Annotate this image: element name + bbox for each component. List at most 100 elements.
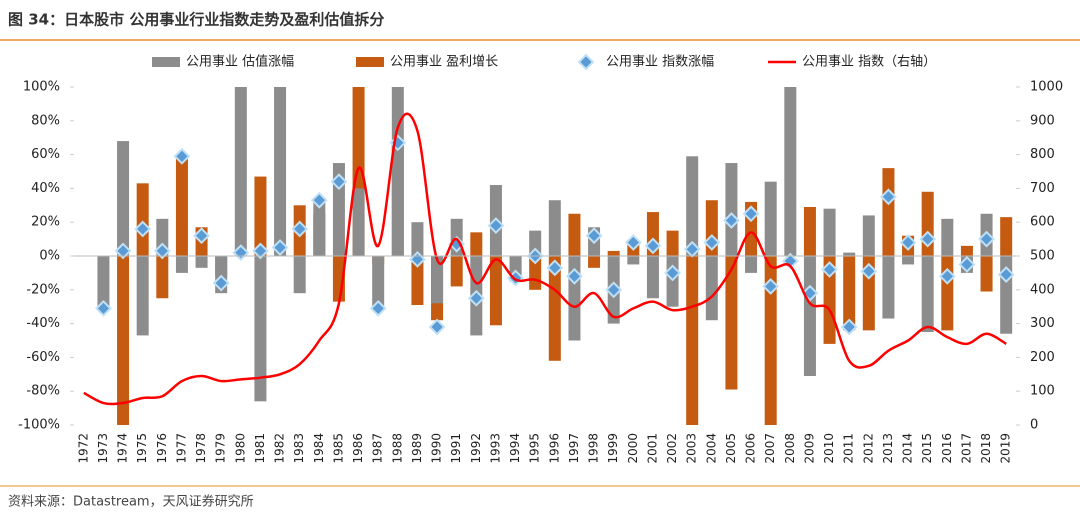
- bar: [274, 87, 287, 256]
- x-tick-label: 1999: [606, 433, 620, 464]
- diamond: [467, 289, 485, 307]
- y-tick-label: 20%: [31, 215, 60, 230]
- bar: [1000, 217, 1013, 256]
- x-tick-label: 1988: [390, 433, 404, 464]
- bar: [254, 176, 267, 256]
- x-tick-label: 1994: [508, 433, 522, 464]
- x-tick-label: 2004: [704, 433, 718, 464]
- x-tick-label: 1977: [174, 433, 188, 464]
- y-tick-label: -20%: [26, 282, 60, 297]
- x-tick-label: 1975: [135, 433, 149, 464]
- bar: [411, 222, 424, 256]
- x-tick-label: 2018: [979, 433, 993, 464]
- diamond: [271, 239, 289, 256]
- bar: [803, 206, 816, 256]
- bar: [882, 168, 895, 256]
- x-tick-label: 1987: [371, 433, 385, 464]
- legend-label: 公用事业 估值涨幅: [186, 54, 294, 70]
- x-tick-label: 1996: [547, 433, 561, 464]
- diamond: [723, 212, 740, 229]
- y-tick-label: 0%: [39, 249, 60, 264]
- x-tick-label: 1979: [214, 433, 228, 464]
- bar: [843, 256, 856, 331]
- bar: [607, 250, 620, 256]
- diamond: [821, 261, 838, 278]
- x-tick-label: 1993: [488, 433, 502, 464]
- diamond: [310, 191, 328, 209]
- diamond: [95, 299, 112, 317]
- bar: [431, 256, 444, 304]
- y2-tick-label: 300: [1030, 316, 1055, 331]
- x-tick-label: 2008: [783, 433, 797, 464]
- y-tick-label: -100%: [18, 418, 60, 433]
- title: 图 34：日本股市 公用事业行业指数走势及盈利估值拆分: [8, 11, 384, 29]
- y-tick-label: 60%: [31, 147, 60, 162]
- diamond: [899, 234, 917, 251]
- diamond: [291, 220, 309, 238]
- bar: [705, 256, 718, 321]
- diamond: [605, 281, 623, 299]
- x-tick-label: 2012: [861, 433, 875, 464]
- bar: [686, 256, 699, 425]
- diamond: [212, 274, 230, 292]
- bar: [960, 245, 973, 256]
- diamond: [428, 318, 446, 336]
- x-tick-label: 1990: [430, 433, 444, 464]
- x-tick-label: 2001: [645, 433, 659, 464]
- diamond: [644, 237, 662, 255]
- bar: [352, 188, 365, 256]
- diamond: [330, 173, 348, 191]
- bar: [902, 256, 915, 265]
- x-tick-label: 1983: [292, 433, 306, 464]
- x-tick-label: 1989: [410, 433, 424, 464]
- x-tick-label: 1972: [76, 433, 90, 464]
- bar: [862, 215, 875, 256]
- diamond: [134, 220, 152, 238]
- bar: [254, 256, 267, 402]
- diamond: [703, 234, 721, 251]
- bar: [136, 256, 149, 336]
- bar: [450, 256, 463, 287]
- index-line: [83, 112, 1007, 406]
- x-tick-label: 1997: [567, 433, 581, 464]
- diamond: [193, 227, 210, 245]
- x-tick-label: 1998: [587, 433, 601, 464]
- bar: [548, 256, 561, 361]
- bar: [666, 256, 679, 307]
- bar: [293, 256, 306, 294]
- x-tick-label: 2019: [999, 433, 1013, 464]
- bar: [803, 256, 816, 376]
- diamond: [997, 266, 1015, 284]
- bar: [372, 256, 385, 307]
- x-tick-label: 2013: [881, 433, 895, 464]
- bar: [548, 200, 561, 256]
- diamond: [840, 318, 858, 336]
- bar: [313, 200, 326, 256]
- bar: [882, 256, 895, 319]
- bar: [764, 256, 777, 425]
- x-tick-label: 1973: [96, 433, 110, 464]
- bar: [470, 232, 483, 256]
- x-tick-label: 2007: [763, 433, 777, 464]
- diamond: [153, 242, 171, 260]
- x-tick-label: 2005: [724, 433, 738, 464]
- diamond: [938, 267, 956, 285]
- y2-tick-label: 200: [1030, 350, 1055, 365]
- bar: [941, 256, 954, 331]
- bar: [627, 256, 640, 265]
- y2-tick-label: 700: [1030, 181, 1055, 196]
- bar: [764, 181, 777, 256]
- x-tick-label: 1978: [194, 433, 208, 464]
- x-tick-label: 1991: [449, 433, 463, 464]
- diamond: [860, 262, 878, 280]
- diamond: [585, 227, 603, 245]
- diamond: [664, 264, 681, 282]
- x-tick-label: 2010: [822, 433, 836, 464]
- y-tick-label: 100%: [23, 80, 60, 95]
- diamond: [958, 256, 976, 273]
- legend-label: 公用事业 指数（右轴）: [802, 55, 936, 70]
- bar: [725, 163, 738, 256]
- bar: [411, 256, 424, 306]
- diamond: [114, 242, 132, 260]
